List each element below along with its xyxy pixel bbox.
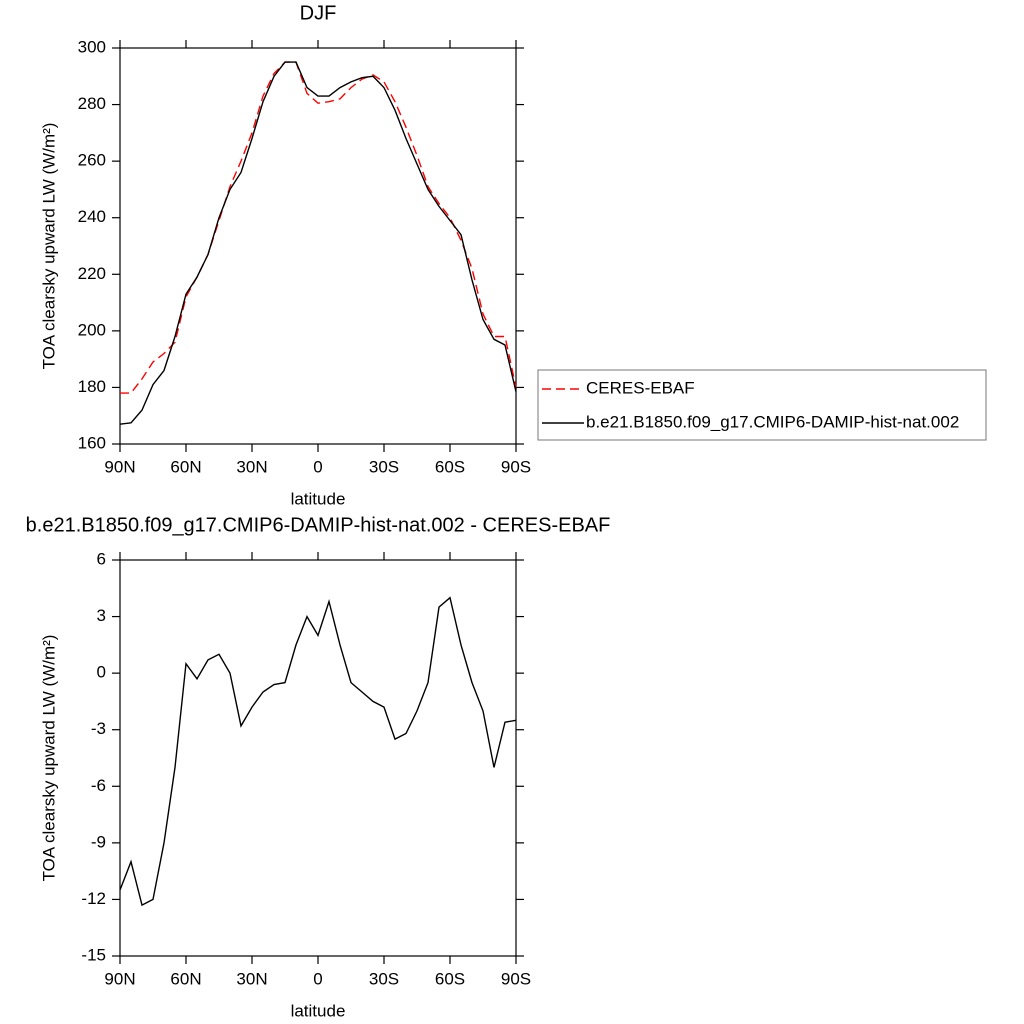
x-tick-label: 30S xyxy=(369,457,399,476)
y-tick-label: -15 xyxy=(81,945,106,964)
x-axis-label: latitude xyxy=(291,489,346,508)
y-tick-label: 260 xyxy=(78,151,106,170)
y-tick-label: -9 xyxy=(91,832,106,851)
x-tick-label: 60N xyxy=(170,969,201,988)
x-tick-label: 60N xyxy=(170,457,201,476)
y-tick-label: -12 xyxy=(81,889,106,908)
x-tick-label: 90S xyxy=(501,969,531,988)
series-line xyxy=(119,596,517,907)
y-axis-label: TOA clearsky upward LW (W/m²) xyxy=(39,123,58,370)
chart-title: b.e21.B1850.f09_g17.CMIP6-DAMIP-hist-nat… xyxy=(26,514,611,536)
chart-title: DJF xyxy=(300,2,337,24)
y-axis-label: TOA clearsky upward LW (W/m²) xyxy=(39,635,58,882)
series-line xyxy=(120,61,517,394)
y-tick-label: 300 xyxy=(78,37,106,56)
series-line xyxy=(119,61,517,425)
plot-frame xyxy=(119,559,517,957)
plot-frame xyxy=(119,47,517,445)
y-tick-label: -3 xyxy=(91,719,106,738)
y-tick-label: 0 xyxy=(97,663,106,682)
y-tick-label: 200 xyxy=(78,320,106,339)
x-tick-label: 90N xyxy=(104,457,135,476)
x-tick-label: 30N xyxy=(236,457,267,476)
x-tick-label: 90S xyxy=(501,457,531,476)
x-tick-label: 30N xyxy=(236,969,267,988)
legend-label: CERES-EBAF xyxy=(586,378,695,397)
y-tick-label: 6 xyxy=(97,549,106,568)
x-axis-label: latitude xyxy=(291,1001,346,1020)
legend-label: b.e21.B1850.f09_g17.CMIP6-DAMIP-hist-nat… xyxy=(586,412,959,431)
x-tick-label: 0 xyxy=(313,457,322,476)
y-tick-label: -6 xyxy=(91,776,106,795)
y-tick-label: 3 xyxy=(97,606,106,625)
x-tick-label: 90N xyxy=(104,969,135,988)
y-tick-label: 220 xyxy=(78,264,106,283)
y-tick-label: 240 xyxy=(78,207,106,226)
y-tick-label: 180 xyxy=(78,377,106,396)
x-tick-label: 0 xyxy=(313,969,322,988)
x-tick-label: 60S xyxy=(435,969,465,988)
legend-box xyxy=(537,369,987,441)
x-tick-label: 30S xyxy=(369,969,399,988)
y-tick-label: 160 xyxy=(78,433,106,452)
x-tick-label: 60S xyxy=(435,457,465,476)
y-tick-label: 280 xyxy=(78,94,106,113)
